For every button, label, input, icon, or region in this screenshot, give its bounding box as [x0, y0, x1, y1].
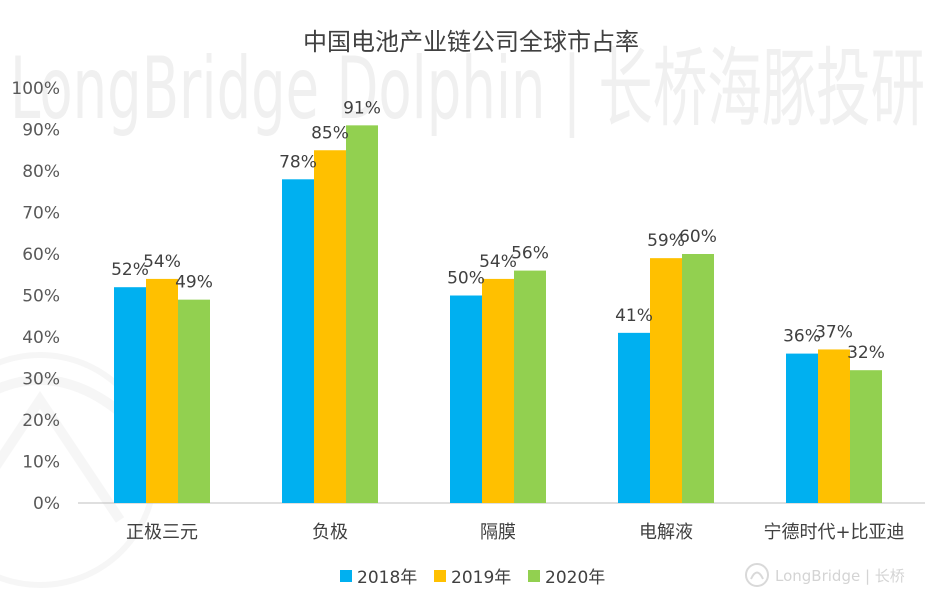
- bar: [618, 332, 650, 503]
- bar: [178, 299, 210, 503]
- bar: [682, 254, 714, 503]
- legend-swatch: [434, 570, 446, 582]
- bar: [314, 150, 346, 503]
- y-tick-label: 90%: [22, 121, 60, 141]
- bar: [514, 270, 546, 503]
- bar: [650, 258, 682, 503]
- data-label: 32%: [847, 343, 885, 363]
- x-tick-label: 正极三元: [126, 522, 198, 543]
- corner-watermark-text: LongBridge | 长桥: [775, 567, 905, 585]
- data-label: 91%: [343, 98, 381, 118]
- data-label: 85%: [311, 123, 349, 143]
- data-label: 60%: [679, 227, 717, 247]
- legend-label: 2018年: [357, 568, 417, 588]
- y-tick-label: 60%: [22, 245, 60, 265]
- bars: [114, 125, 882, 504]
- bar: [482, 278, 514, 503]
- chart-title: 中国电池产业链公司全球市占率: [303, 28, 639, 56]
- y-tick-label: 80%: [22, 162, 60, 182]
- x-axis: 正极三元 负极 隔膜 电解液 宁德时代+比亚迪: [126, 522, 905, 543]
- legend-label: 2019年: [451, 568, 511, 588]
- data-label: 50%: [447, 269, 485, 289]
- y-tick-label: 0%: [33, 494, 60, 514]
- y-tick-label: 10%: [22, 453, 60, 473]
- legend-swatch: [340, 570, 352, 582]
- y-tick-label: 20%: [22, 411, 60, 431]
- data-label: 37%: [815, 322, 853, 342]
- y-tick-label: 100%: [11, 79, 60, 99]
- data-label: 56%: [511, 244, 549, 264]
- y-tick-label: 70%: [22, 204, 60, 224]
- bar: [346, 125, 378, 503]
- data-label: 36%: [783, 327, 821, 347]
- watermark-text: LongBridge Dolphin | 长桥海豚投研: [10, 39, 925, 139]
- data-labels: 52%54%49%78%85%91%50%54%56%41%59%60%36%3…: [111, 98, 885, 363]
- data-label: 59%: [647, 231, 685, 251]
- y-axis: 0% 10% 20% 30% 40% 50% 60% 70% 80% 90% 100%: [11, 79, 60, 514]
- data-label: 41%: [615, 306, 653, 326]
- bar: [282, 179, 314, 504]
- data-label: 78%: [279, 152, 317, 172]
- y-tick-label: 40%: [22, 328, 60, 348]
- bar: [786, 353, 818, 503]
- bar: [146, 278, 178, 503]
- y-tick-label: 30%: [22, 370, 60, 390]
- legend-label: 2020年: [545, 568, 605, 588]
- data-label: 52%: [111, 260, 149, 280]
- bar: [850, 370, 882, 503]
- data-label: 49%: [175, 273, 213, 293]
- bar: [114, 287, 146, 503]
- y-tick-label: 50%: [22, 287, 60, 307]
- bar: [818, 349, 850, 503]
- corner-logo: LongBridge | 长桥: [745, 563, 905, 587]
- x-tick-label: 宁德时代+比亚迪: [763, 522, 904, 543]
- x-tick-label: 负极: [312, 522, 348, 543]
- legend-swatch: [528, 570, 540, 582]
- bar: [450, 295, 482, 503]
- data-label: 54%: [479, 252, 517, 272]
- x-tick-label: 电解液: [639, 522, 693, 543]
- x-tick-label: 隔膜: [480, 522, 516, 543]
- legend: 2018年 2019年 2020年: [340, 568, 605, 588]
- data-label: 54%: [143, 252, 181, 272]
